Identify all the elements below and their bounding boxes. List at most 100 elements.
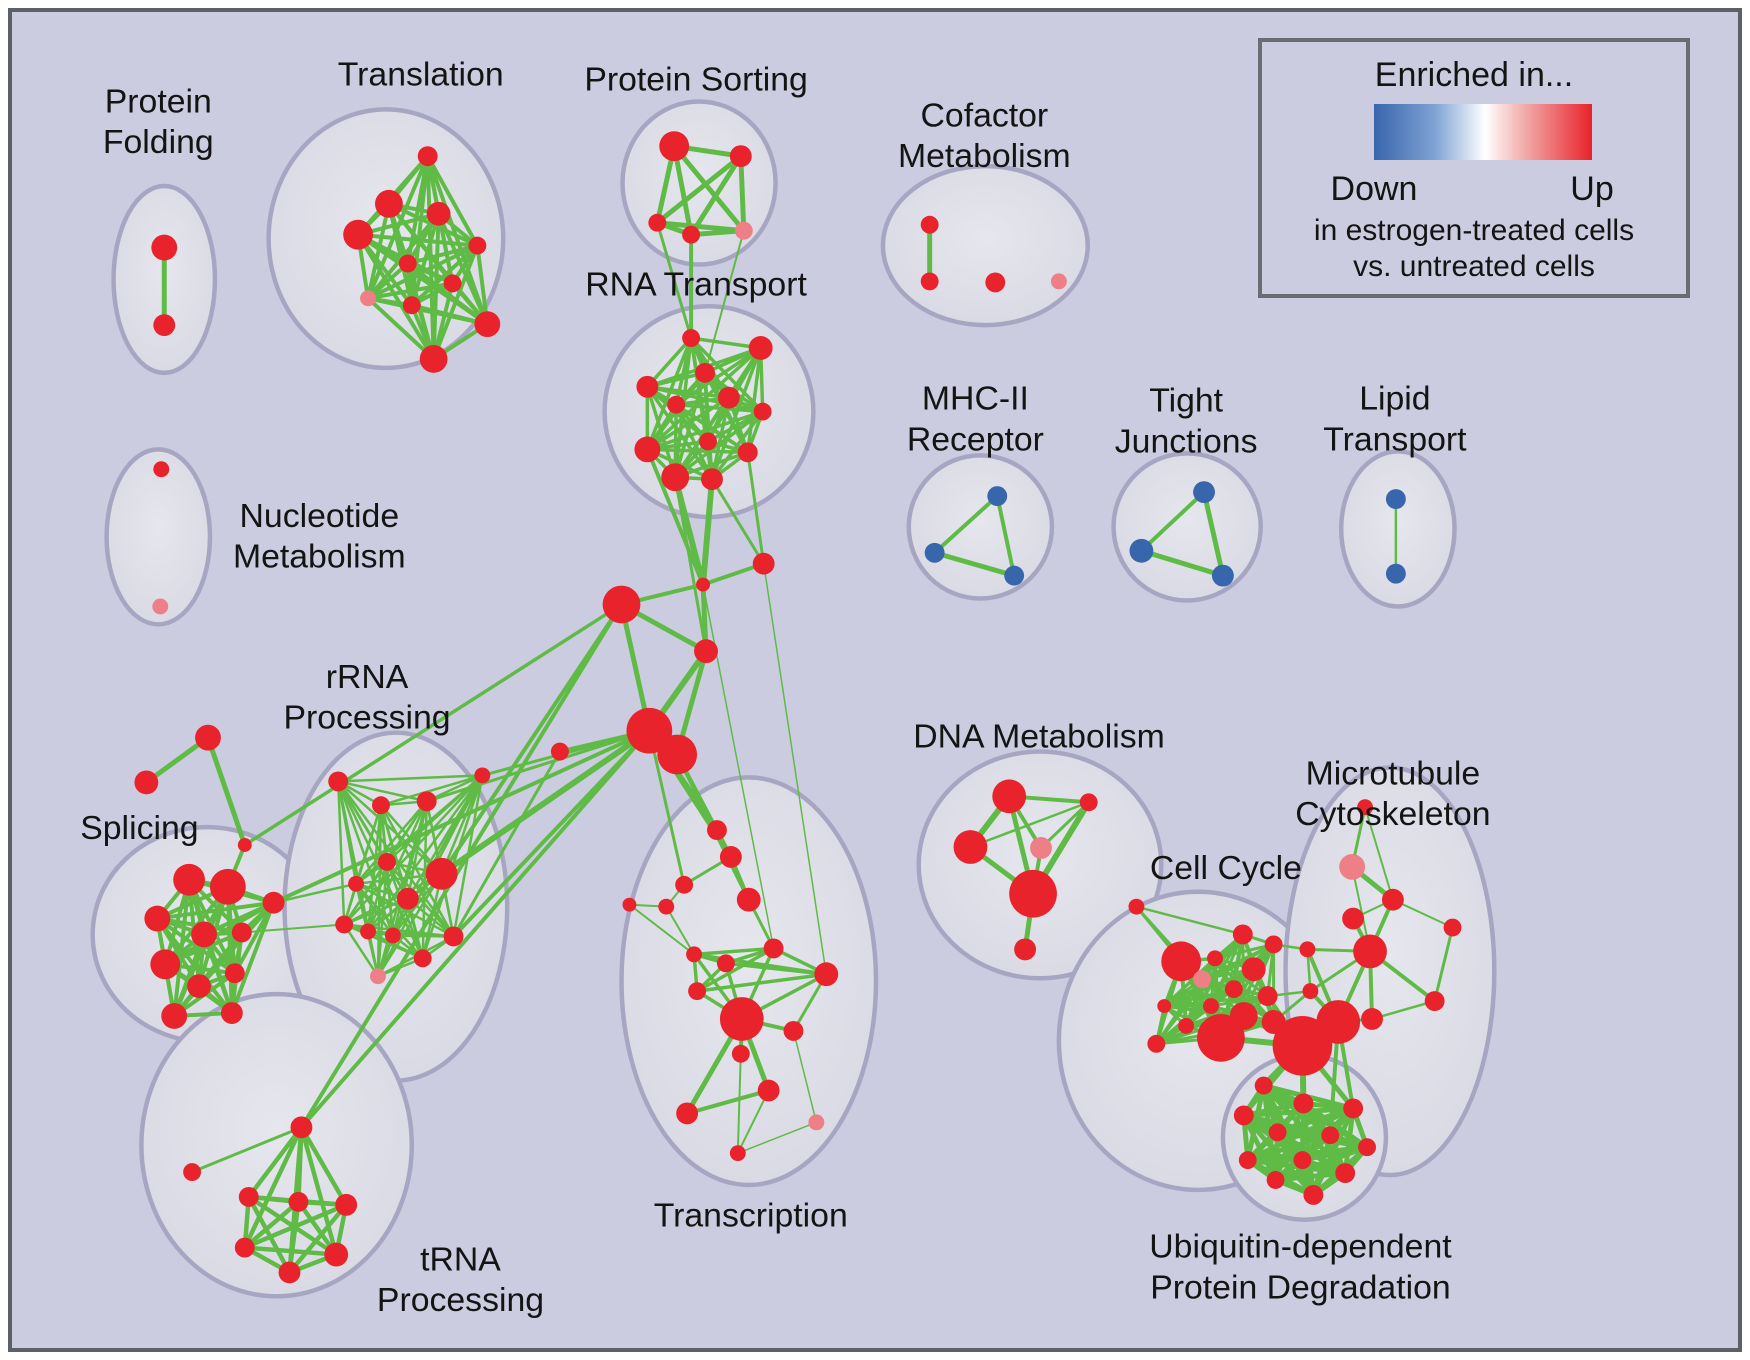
node-cc5[interactable] xyxy=(1241,957,1266,982)
node-rr5[interactable] xyxy=(348,875,365,892)
node-ub4[interactable] xyxy=(1233,1105,1254,1126)
node-d_6[interactable] xyxy=(1014,938,1037,961)
node-tr5[interactable] xyxy=(658,898,675,915)
node-rr3[interactable] xyxy=(416,791,437,812)
node-cf2[interactable] xyxy=(920,272,939,291)
node-mt5[interactable] xyxy=(1424,991,1445,1012)
node-cc15[interactable] xyxy=(1197,1014,1245,1062)
node-t9[interactable] xyxy=(402,296,421,315)
node-mt6[interactable] xyxy=(1361,1008,1383,1030)
node-tr16[interactable] xyxy=(757,1079,780,1102)
node-ps5[interactable] xyxy=(734,221,753,240)
node-c1[interactable] xyxy=(694,639,718,664)
node-rt12[interactable] xyxy=(701,468,723,491)
node-rt1[interactable] xyxy=(682,329,701,347)
node-x1[interactable] xyxy=(195,724,221,751)
node-s3[interactable] xyxy=(144,905,171,932)
node-x3[interactable] xyxy=(237,838,252,852)
node-tr1[interactable] xyxy=(707,820,727,841)
node-pf1[interactable] xyxy=(151,234,178,261)
node-ub9[interactable] xyxy=(1293,1151,1312,1170)
node-tr9[interactable] xyxy=(814,962,839,987)
node-tr4[interactable] xyxy=(736,887,761,912)
node-cc13[interactable] xyxy=(1157,999,1172,1014)
node-m1[interactable] xyxy=(987,486,1008,507)
node-s7[interactable] xyxy=(187,974,211,999)
node-tj2[interactable] xyxy=(1129,538,1154,563)
node-cc1[interactable] xyxy=(1128,898,1145,915)
node-rt10[interactable] xyxy=(737,442,758,463)
node-mt3[interactable] xyxy=(1342,907,1365,930)
node-tr14[interactable] xyxy=(731,1044,750,1063)
node-t6[interactable] xyxy=(398,254,417,273)
node-ti[interactable] xyxy=(183,1163,202,1181)
node-rt9[interactable] xyxy=(634,436,661,463)
node-e1[interactable] xyxy=(550,742,569,761)
node-mt1[interactable] xyxy=(1339,853,1366,880)
node-d_1[interactable] xyxy=(992,779,1027,814)
node-cf4[interactable] xyxy=(1050,273,1067,290)
node-t8[interactable] xyxy=(360,290,376,307)
node-ub12[interactable] xyxy=(1303,1184,1324,1205)
node-n2[interactable] xyxy=(152,598,169,615)
node-s11[interactable] xyxy=(262,891,285,914)
node-rr14[interactable] xyxy=(474,767,491,784)
node-l1[interactable] xyxy=(1385,489,1406,510)
node-ps1[interactable] xyxy=(659,131,690,162)
node-tr6[interactable] xyxy=(622,897,637,912)
node-mt0[interactable] xyxy=(1357,799,1374,816)
node-s5[interactable] xyxy=(231,922,252,943)
node-rt11[interactable] xyxy=(661,463,690,492)
node-rr8[interactable] xyxy=(335,915,354,934)
node-j1[interactable] xyxy=(696,577,710,592)
node-rt5[interactable] xyxy=(717,386,740,409)
node-s4[interactable] xyxy=(191,921,217,948)
node-r1[interactable] xyxy=(238,1186,259,1207)
node-s2[interactable] xyxy=(209,868,246,905)
node-tr11[interactable] xyxy=(688,982,707,1001)
node-cc8[interactable] xyxy=(1257,986,1278,1007)
node-x2[interactable] xyxy=(134,770,159,795)
node-s6[interactable] xyxy=(150,949,181,980)
node-m3[interactable] xyxy=(1004,565,1025,586)
node-tr7[interactable] xyxy=(763,938,784,959)
node-tr13[interactable] xyxy=(783,1020,804,1041)
node-t5[interactable] xyxy=(468,236,487,255)
node-mt7[interactable] xyxy=(1443,918,1462,937)
node-ub6[interactable] xyxy=(1321,1126,1340,1145)
node-rr12[interactable] xyxy=(413,949,432,968)
node-n1[interactable] xyxy=(153,461,170,478)
node-mt2[interactable] xyxy=(1381,888,1404,911)
node-tr17[interactable] xyxy=(729,1145,746,1162)
node-s1[interactable] xyxy=(173,863,206,896)
node-mt4[interactable] xyxy=(1353,934,1387,969)
node-ub7[interactable] xyxy=(1358,1138,1376,1157)
node-ub5[interactable] xyxy=(1268,1123,1287,1142)
node-rr11[interactable] xyxy=(370,968,386,985)
node-pf2[interactable] xyxy=(153,314,176,337)
node-d_2[interactable] xyxy=(1079,793,1098,812)
node-tr10[interactable] xyxy=(686,946,703,963)
node-cc9[interactable] xyxy=(1203,998,1219,1014)
node-rt4[interactable] xyxy=(636,375,659,398)
node-rr13[interactable] xyxy=(443,926,464,947)
node-r3[interactable] xyxy=(335,1193,358,1216)
node-cc2[interactable] xyxy=(1232,924,1253,945)
node-th[interactable] xyxy=(290,1116,313,1139)
node-cc4[interactable] xyxy=(1207,950,1223,967)
node-t4[interactable] xyxy=(343,219,374,250)
node-ub1[interactable] xyxy=(1254,1076,1273,1095)
node-t7[interactable] xyxy=(443,274,462,293)
node-cc6[interactable] xyxy=(1193,970,1211,989)
node-rr7[interactable] xyxy=(425,857,458,890)
node-r5[interactable] xyxy=(324,1242,349,1267)
node-l2[interactable] xyxy=(1385,563,1406,584)
node-cf1[interactable] xyxy=(920,215,939,234)
node-r2[interactable] xyxy=(288,1191,309,1212)
node-t10[interactable] xyxy=(474,311,501,338)
node-rr6[interactable] xyxy=(396,887,419,910)
node-d1[interactable] xyxy=(752,552,775,575)
node-ub10[interactable] xyxy=(1335,1163,1356,1183)
node-g2[interactable] xyxy=(1316,1000,1361,1044)
node-t1[interactable] xyxy=(417,146,438,167)
